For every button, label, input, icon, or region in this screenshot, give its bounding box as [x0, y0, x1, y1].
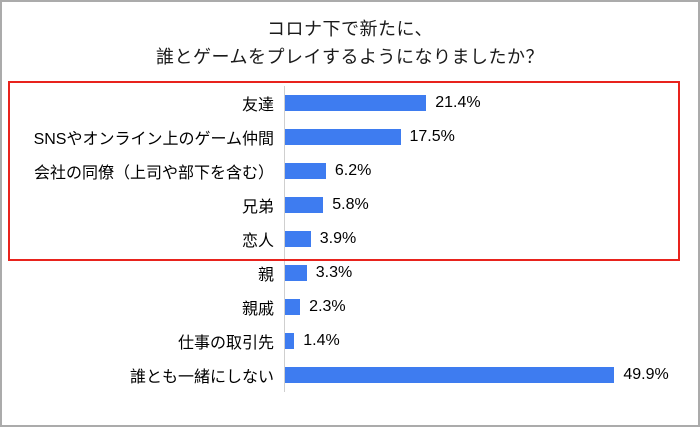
row-label: 親戚: [241, 300, 274, 318]
row-label: SNSやオンライン上のゲーム仲間: [33, 130, 274, 148]
bar-track: 17.5%: [284, 119, 678, 154]
bar-value: 2.3%: [309, 297, 346, 315]
chart-row: SNSやオンライン上のゲーム仲間 17.5%: [12, 119, 678, 154]
row-label: 誰とも一緒にしない: [129, 368, 274, 386]
row-label: 仕事の取引先: [177, 334, 274, 352]
chart-row: 誰とも一緒にしない 49.9%: [12, 357, 678, 392]
chart-area: 友達 21.4% SNSやオンライン上のゲーム仲間 17.5% 会社の同僚（上司…: [2, 80, 698, 392]
chart-title-line2: 誰とゲームをプレイするようになりましたか？: [156, 46, 544, 67]
chart-row: 親戚 2.3%: [12, 289, 678, 324]
chart-row: 親 3.3%: [12, 255, 678, 290]
bar: [285, 128, 401, 145]
bar: [285, 196, 324, 213]
bar-value: 49.9%: [623, 365, 669, 383]
bar: [285, 332, 295, 349]
chart-row: 仕事の取引先 1.4%: [12, 323, 678, 358]
bar-track: 3.9%: [284, 221, 678, 256]
bar: [285, 366, 615, 383]
bar-value: 21.4%: [435, 93, 481, 111]
bar-value: 17.5%: [409, 127, 455, 145]
bar: [285, 162, 326, 179]
bar-track: 2.3%: [284, 289, 678, 324]
chart-row: 会社の同僚（上司や部下を含む） 6.2%: [12, 153, 678, 188]
bar: [285, 94, 427, 111]
bar-track: 5.8%: [284, 187, 678, 222]
chart-row: 友達 21.4%: [12, 85, 678, 120]
bar: [285, 264, 307, 281]
bar-track: 1.4%: [284, 323, 678, 358]
bar-value: 5.8%: [332, 195, 369, 213]
chart-title: コロナ下で新たに、 誰とゲームをプレイするようになりましたか？: [2, 16, 698, 72]
bar-value: 3.3%: [315, 263, 353, 281]
bar-track: 6.2%: [284, 153, 678, 188]
row-label: 兄弟: [241, 198, 274, 216]
bar: [285, 298, 301, 315]
bar: [285, 230, 311, 247]
chart-row: 兄弟 5.8%: [12, 187, 678, 222]
row-label: 友達: [241, 96, 274, 114]
chart-title-line1: コロナ下で新たに、: [267, 19, 433, 39]
bar-value: 3.9%: [319, 229, 357, 247]
bar-track: 3.3%: [284, 255, 678, 290]
row-label: 恋人: [241, 232, 274, 250]
row-label: 会社の同僚（上司や部下を含む）: [33, 164, 274, 182]
chart-rows: 友達 21.4% SNSやオンライン上のゲーム仲間 17.5% 会社の同僚（上司…: [8, 80, 680, 392]
bar-value: 1.4%: [303, 331, 340, 349]
bar-track: 49.9%: [284, 357, 678, 392]
bar-value: 6.2%: [334, 161, 372, 179]
chart-row: 恋人 3.9%: [12, 221, 678, 256]
bar-track: 21.4%: [284, 85, 678, 120]
row-label: 親: [257, 266, 274, 284]
